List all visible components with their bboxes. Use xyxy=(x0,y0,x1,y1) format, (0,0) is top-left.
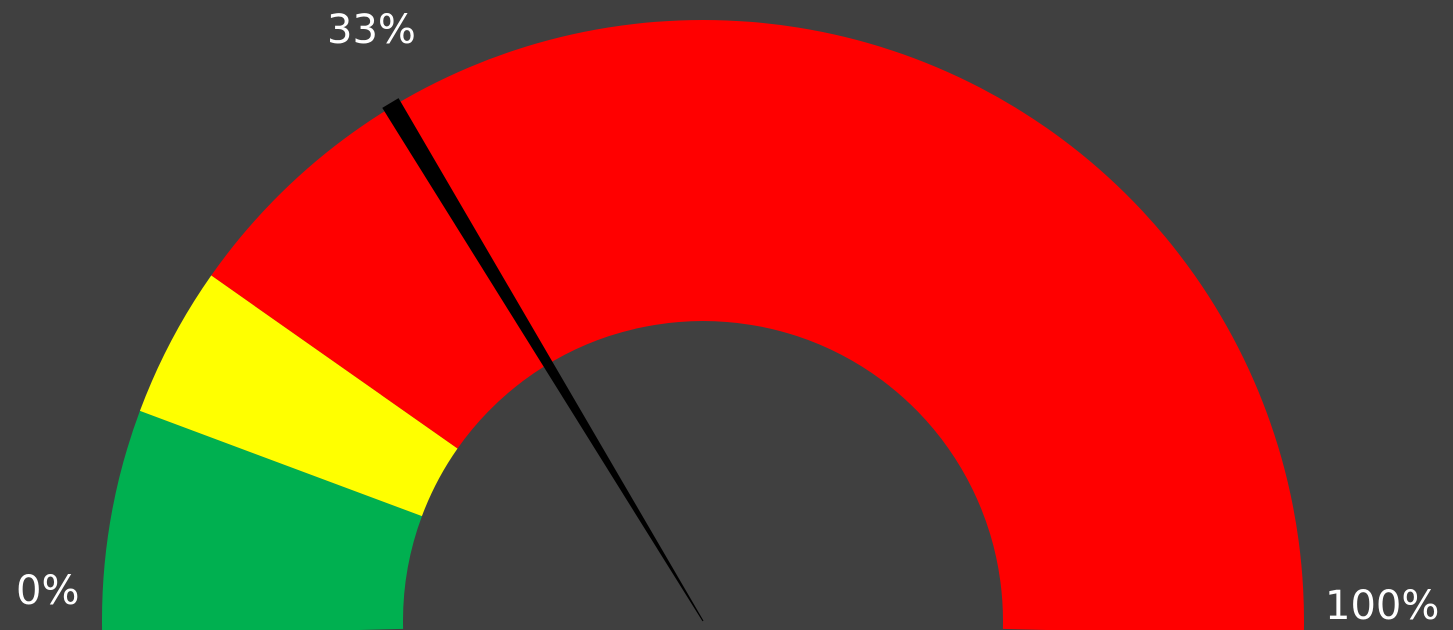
gauge-value-label: 33% xyxy=(327,7,416,53)
gauge-needle-group xyxy=(382,98,704,622)
gauge-needle xyxy=(382,98,704,622)
gauge-max-label: 100% xyxy=(1325,583,1440,629)
gauge-band-2 xyxy=(211,20,1304,630)
gauge-band-0 xyxy=(102,410,422,630)
gauge-bands xyxy=(102,20,1304,630)
gauge-band-1 xyxy=(139,275,458,517)
gauge-min-label: 0% xyxy=(16,568,80,614)
